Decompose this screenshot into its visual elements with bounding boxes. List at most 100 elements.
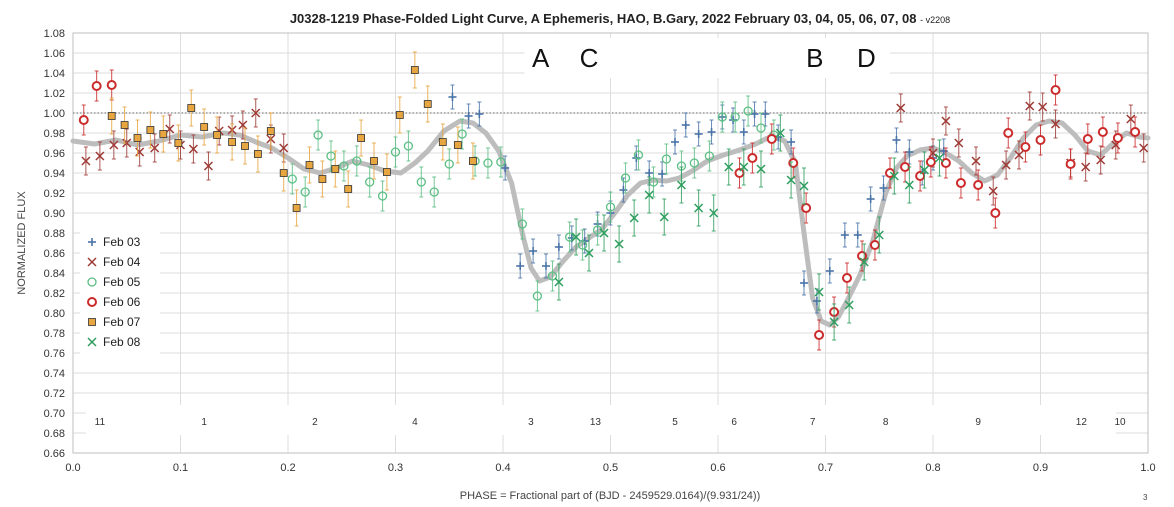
label-boxes — [85, 38, 1116, 435]
data-point — [704, 140, 715, 172]
chart-title: J0328-1219 Phase-Folded Light Curve, A E… — [290, 11, 950, 26]
data-point — [775, 114, 785, 152]
segment-label: 13 — [590, 417, 602, 428]
data-point — [444, 148, 454, 180]
data-point — [501, 155, 510, 181]
y-tick-label: 0.82 — [44, 288, 65, 300]
page-number: 3 — [1143, 493, 1148, 502]
data-point — [734, 157, 745, 189]
data-point — [799, 167, 809, 205]
data-point — [1003, 117, 1014, 149]
data-point — [496, 146, 506, 178]
data-point — [1112, 122, 1123, 154]
data-point — [1081, 152, 1091, 182]
legend-label: Feb 05 — [103, 275, 141, 289]
data-point — [554, 234, 563, 260]
data-point — [300, 176, 310, 208]
data-point — [529, 238, 538, 264]
legend-entry: Feb 04 — [87, 255, 141, 269]
dip-label-b: B — [806, 43, 823, 73]
x-tick-label: 0.9 — [1033, 462, 1048, 474]
data-point — [542, 253, 550, 279]
y-tick-label: 0.86 — [44, 248, 65, 260]
data-point — [228, 123, 237, 161]
data-point — [517, 208, 527, 240]
data-point — [904, 166, 914, 204]
data-point — [747, 142, 758, 174]
data-point — [1065, 148, 1076, 180]
data-point — [644, 176, 654, 214]
dip-label-band — [524, 38, 890, 78]
data-point — [565, 221, 575, 253]
data-point — [866, 186, 875, 212]
data-point — [357, 119, 366, 157]
data-point — [689, 147, 699, 179]
data-point — [547, 260, 558, 292]
x-tick-label: 0.3 — [388, 462, 403, 474]
segment-label: 5 — [672, 417, 678, 428]
x-tick-label: 0.2 — [280, 462, 295, 474]
data-point — [717, 101, 727, 133]
data-point — [122, 128, 132, 158]
segment-label: 6 — [731, 417, 737, 428]
segment-label: 4 — [412, 417, 418, 428]
segment-label: 2 — [312, 417, 318, 428]
data-point — [120, 106, 129, 144]
legend: Feb 03 Feb 04 Feb 05 Feb 06 Feb 07 Feb 08 — [80, 230, 160, 356]
data-point — [971, 146, 981, 176]
data-point — [318, 160, 327, 198]
segment-label: 8 — [883, 417, 889, 428]
data-point — [532, 280, 543, 312]
data-point — [1020, 131, 1031, 163]
data-point — [853, 222, 862, 248]
data-point — [844, 286, 854, 324]
y-axis-label: NORMALIZED FLUX — [16, 191, 28, 295]
data-point — [814, 319, 825, 351]
data-point — [106, 69, 117, 101]
x-tick-label: 0.1 — [173, 462, 188, 474]
data-point — [81, 146, 91, 176]
data-point — [352, 145, 362, 177]
data-point — [941, 106, 951, 136]
data-point — [292, 189, 301, 227]
data-point — [620, 162, 631, 194]
data-point — [370, 142, 378, 180]
data-point — [331, 150, 340, 188]
x-tick-label: 0.7 — [818, 462, 833, 474]
data-point — [800, 270, 808, 296]
y-tick-label: 1.08 — [44, 28, 65, 40]
segment-label: 7 — [810, 417, 816, 428]
y-tick-label: 1.04 — [44, 68, 65, 80]
data-point — [457, 118, 467, 150]
data-point — [658, 161, 667, 187]
model-curve-group — [70, 118, 1151, 328]
data-point — [146, 111, 155, 149]
data-point — [1051, 109, 1061, 139]
model-curve — [70, 118, 1151, 328]
data-point — [988, 176, 998, 206]
data-point — [756, 150, 766, 188]
y-tick-label: 0.76 — [44, 348, 65, 360]
segment-label: 3 — [528, 417, 534, 428]
data-point — [584, 234, 594, 272]
data-point — [633, 139, 644, 171]
data-point — [694, 121, 703, 147]
legend-label: Feb 06 — [103, 295, 141, 309]
data-point — [174, 124, 183, 162]
data-point — [1025, 91, 1035, 121]
x-tick-label: 0.5 — [603, 462, 618, 474]
data-point — [787, 129, 796, 155]
data-point — [1014, 140, 1024, 170]
data-point — [1126, 104, 1136, 134]
data-point — [339, 150, 349, 182]
data-point — [756, 112, 766, 144]
data-point — [453, 126, 462, 164]
data-point — [200, 108, 209, 146]
dip-label-d: D — [857, 43, 876, 73]
data-point — [671, 129, 679, 155]
segment-label-band — [85, 405, 1116, 435]
data-point — [365, 166, 375, 198]
data-point — [842, 262, 852, 294]
data-point — [133, 119, 142, 157]
